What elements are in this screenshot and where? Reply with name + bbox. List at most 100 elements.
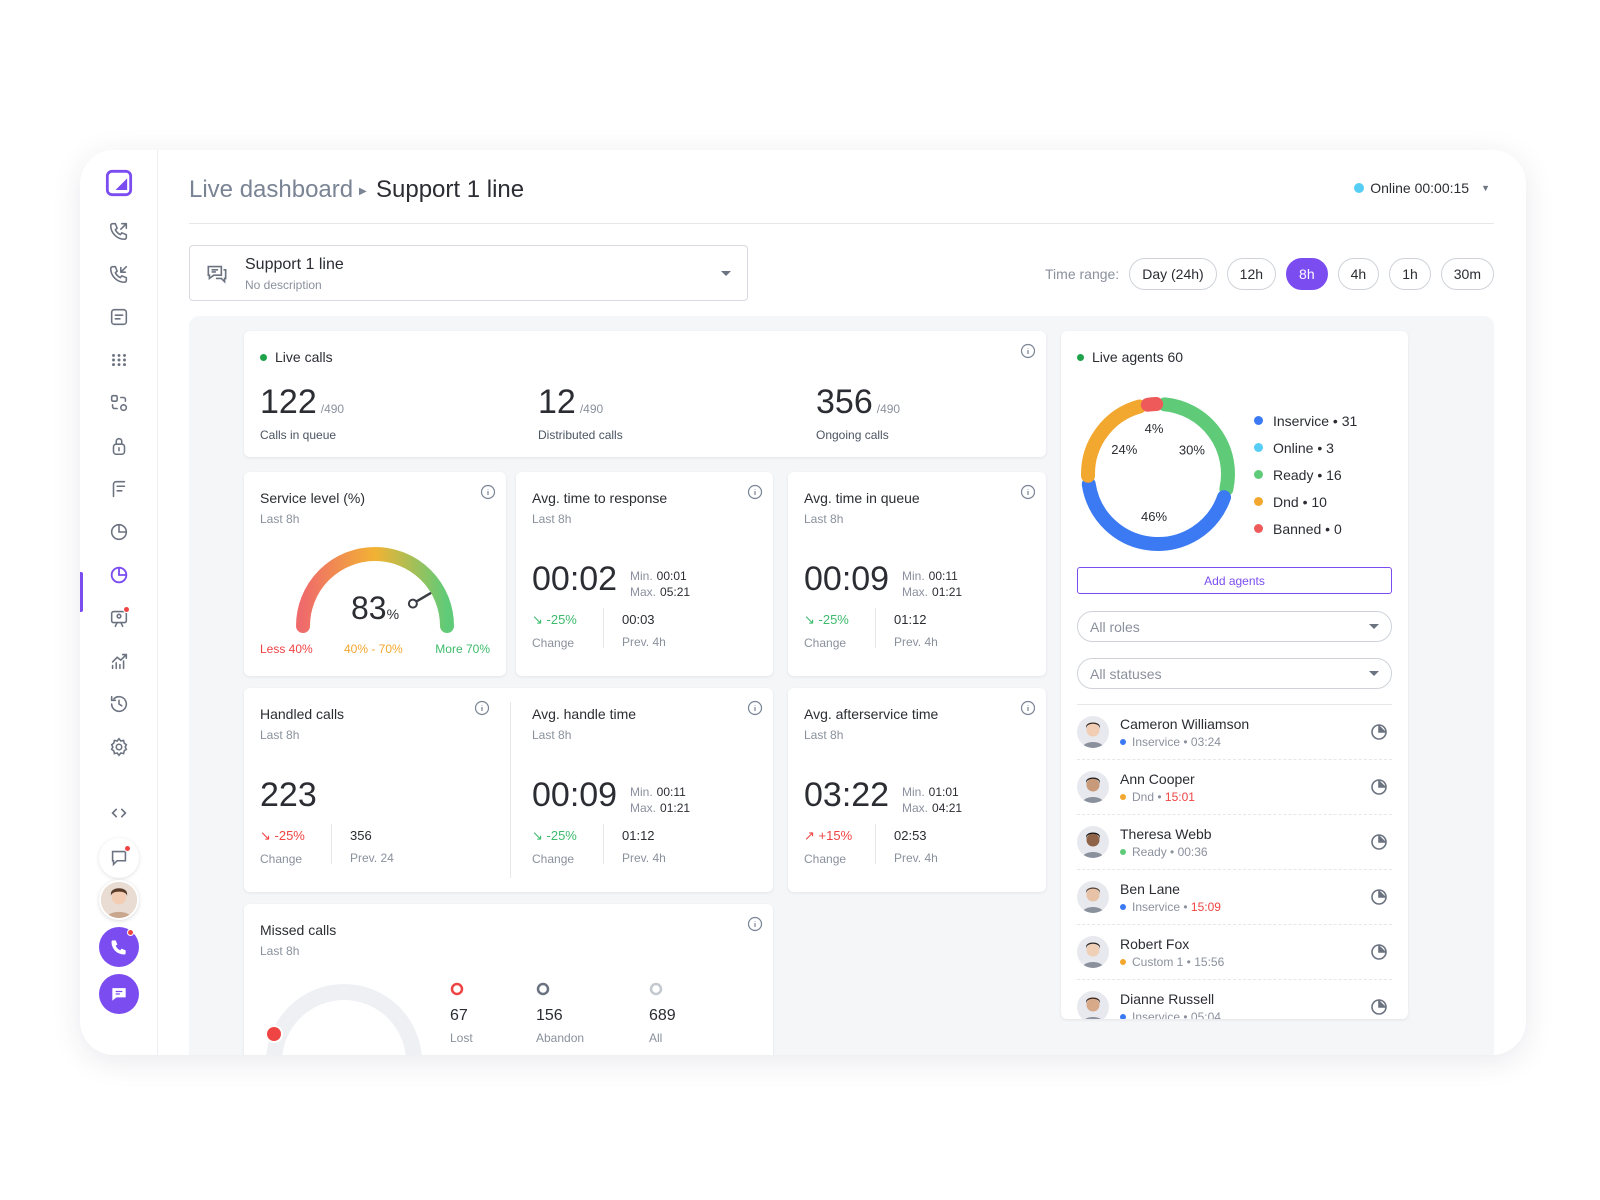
prev-value: 02:53 bbox=[894, 828, 927, 843]
change-value: ↘ -25% bbox=[804, 612, 849, 627]
legend-item: Online • 3 bbox=[1254, 434, 1357, 461]
phone-widget-button[interactable] bbox=[99, 927, 139, 967]
time-range-option[interactable]: 1h bbox=[1389, 258, 1431, 290]
notification-dot bbox=[123, 606, 130, 613]
time-range-option-selected[interactable]: 8h bbox=[1286, 258, 1328, 290]
dialpad-icon[interactable] bbox=[104, 345, 134, 375]
lock-icon[interactable] bbox=[104, 431, 134, 461]
time-range-label: Time range: bbox=[1045, 266, 1120, 282]
agent-status-time: 05:04 bbox=[1190, 1010, 1221, 1019]
change-label: Change bbox=[804, 636, 847, 650]
gauge-band-high: More 70% bbox=[435, 642, 490, 656]
agent-row[interactable]: Robert Fox Custom 1 • 15:56 bbox=[1077, 925, 1392, 980]
agent-row[interactable]: Cameron Williamson Inservice • 03:24 bbox=[1077, 705, 1392, 760]
stat-value: 156 bbox=[536, 1007, 563, 1024]
agent-stats-pie-icon[interactable] bbox=[1370, 833, 1388, 851]
change-label: Change bbox=[532, 636, 575, 650]
settings-gear-icon[interactable] bbox=[104, 732, 134, 762]
service-level-card: Service level (%) Last 8h 83% Less bbox=[244, 472, 506, 676]
code-icon[interactable] bbox=[104, 798, 134, 828]
missed-stat-abandon: 156 Abandon bbox=[536, 982, 584, 1045]
feedback-button[interactable] bbox=[99, 838, 139, 878]
agent-stats-pie-icon[interactable] bbox=[1370, 998, 1388, 1016]
agent-stats-pie-icon[interactable] bbox=[1370, 723, 1388, 741]
agent-row[interactable]: Ben Lane Inservice • 15:09 bbox=[1077, 870, 1392, 925]
divider bbox=[603, 824, 604, 864]
info-icon[interactable] bbox=[747, 916, 763, 932]
legend-swatch bbox=[1254, 470, 1263, 479]
agent-row[interactable]: Theresa Webb Ready • 00:36 bbox=[1077, 815, 1392, 870]
info-icon[interactable] bbox=[747, 484, 763, 500]
analytics-icon[interactable] bbox=[104, 646, 134, 676]
max-label: Max. bbox=[902, 585, 929, 599]
page-title: Support 1 line bbox=[376, 176, 525, 203]
statuses-dropdown[interactable]: All statuses bbox=[1077, 658, 1392, 689]
roles-dropdown[interactable]: All roles bbox=[1077, 611, 1392, 642]
time-range-option[interactable]: 12h bbox=[1226, 258, 1277, 290]
user-avatar[interactable] bbox=[99, 880, 139, 920]
line-selector[interactable]: Support 1 line No description bbox=[189, 245, 748, 301]
chat-widget-button[interactable] bbox=[99, 974, 139, 1014]
live-dashboard-icon[interactable] bbox=[104, 560, 134, 590]
info-icon[interactable] bbox=[1020, 700, 1036, 716]
app-logo-icon[interactable] bbox=[104, 168, 134, 198]
info-icon[interactable] bbox=[480, 484, 496, 500]
legend-item: Dnd • 10 bbox=[1254, 488, 1357, 515]
forms-icon[interactable] bbox=[104, 474, 134, 504]
outgoing-call-icon[interactable] bbox=[104, 216, 134, 246]
online-status-dropdown[interactable]: Online 00:00:15 ▼ bbox=[1354, 180, 1490, 196]
agent-stats-pie-icon[interactable] bbox=[1370, 888, 1388, 906]
agent-status: Inservice • 15:09 bbox=[1120, 900, 1221, 914]
info-icon[interactable] bbox=[747, 700, 763, 716]
notification-dot bbox=[124, 845, 131, 852]
online-status-label: Online 00:00:15 bbox=[1370, 180, 1470, 196]
info-icon[interactable] bbox=[1020, 343, 1036, 359]
change-label: Change bbox=[804, 852, 847, 866]
line-chat-icon bbox=[207, 265, 227, 284]
agent-row[interactable]: Dianne Russell Inservice • 05:04 bbox=[1077, 980, 1392, 1019]
time-range-option[interactable]: Day (24h) bbox=[1129, 258, 1217, 290]
service-level-value: 83% bbox=[244, 590, 506, 627]
calls-in-queue-stat: 122/490 Calls in queue bbox=[260, 383, 344, 442]
agent-avatar bbox=[1077, 936, 1109, 968]
history-icon[interactable] bbox=[104, 689, 134, 719]
agent-status-time: 03:24 bbox=[1190, 735, 1221, 749]
statuses-placeholder: All statuses bbox=[1090, 665, 1162, 682]
agent-name: Dianne Russell bbox=[1120, 991, 1215, 1007]
max-value: 04:21 bbox=[932, 801, 963, 815]
prev-value: 00:03 bbox=[622, 612, 655, 627]
stat-label: Distributed calls bbox=[538, 428, 623, 442]
agent-monitor-icon[interactable] bbox=[104, 603, 134, 633]
previous: 01:12 Prev. 4h bbox=[894, 612, 938, 649]
agent-stats-pie-icon[interactable] bbox=[1370, 943, 1388, 961]
integrations-icon[interactable] bbox=[104, 388, 134, 418]
line-description: No description bbox=[245, 278, 322, 292]
page-header: Live dashboard ▶ Support 1 line Online 0… bbox=[189, 172, 1494, 224]
prev-value: 01:12 bbox=[894, 612, 927, 627]
incoming-call-icon[interactable] bbox=[104, 259, 134, 289]
min-label: Min. bbox=[902, 785, 925, 799]
agent-name: Theresa Webb bbox=[1120, 826, 1212, 842]
time-range-option[interactable]: 30m bbox=[1440, 258, 1494, 290]
time-range-option[interactable]: 4h bbox=[1337, 258, 1380, 290]
agent-avatar bbox=[1077, 991, 1109, 1019]
info-icon[interactable] bbox=[1020, 484, 1036, 500]
min-max: Min. 00:11 Max. 01:21 bbox=[902, 568, 962, 600]
add-agents-button[interactable]: Add agents bbox=[1077, 567, 1392, 594]
divider bbox=[603, 608, 604, 648]
gauge-band-low: Less 40% bbox=[260, 642, 313, 656]
gauge-band-mid: 40% - 70% bbox=[344, 642, 403, 656]
min-value: 01:01 bbox=[928, 785, 959, 799]
info-icon[interactable] bbox=[474, 700, 490, 716]
agent-status: Dnd • 15:01 bbox=[1120, 790, 1195, 804]
agent-stats-pie-icon[interactable] bbox=[1370, 778, 1388, 796]
min-value: 00:01 bbox=[656, 569, 687, 583]
status-dot-icon bbox=[1120, 904, 1126, 910]
card-title: Live calls bbox=[260, 349, 333, 365]
breadcrumb-root[interactable]: Live dashboard bbox=[189, 176, 354, 203]
chat-list-icon[interactable] bbox=[104, 302, 134, 332]
agent-status-time: 15:09 bbox=[1190, 900, 1221, 914]
notification-dot bbox=[127, 929, 134, 936]
reports-pie-icon[interactable] bbox=[104, 517, 134, 547]
agent-row[interactable]: Ann Cooper Dnd • 15:01 bbox=[1077, 760, 1392, 815]
